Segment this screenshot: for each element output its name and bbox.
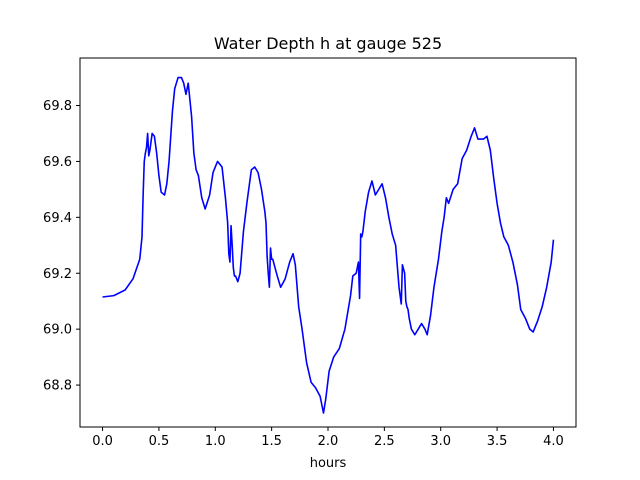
x-tick-label: 2.0 [318,434,339,449]
chart-title: Water Depth h at gauge 525 [214,34,442,53]
y-tick-label: 69.0 [43,323,72,338]
water-depth-line [102,76,555,414]
x-tick-label: 0.5 [149,434,170,449]
ticks-layer: 0.0 0.5 1.0 1.5 2.0 2.5 3.0 3.5 4.0 68.8 69.0 69.2 6… [43,99,564,449]
y-tick-label: 69.4 [43,211,72,226]
x-tick-label: 3.5 [487,434,508,449]
x-axis-label: hours [310,456,347,471]
x-tick-label: 1.5 [261,434,282,449]
y-tick-label: 69.6 [43,155,72,170]
plot-layer [102,76,555,414]
y-tick-label: 69.8 [43,99,72,114]
x-tick-label: 4.0 [543,434,564,449]
x-tick-label: 0.0 [92,434,113,449]
x-tick-label: 1.0 [205,434,226,449]
x-tick-label: 3.0 [430,434,451,449]
x-tick-label: 2.5 [374,434,395,449]
y-tick-label: 68.8 [43,379,72,394]
plot-area-frame [79,57,577,428]
y-tick-label: 69.2 [43,267,72,282]
